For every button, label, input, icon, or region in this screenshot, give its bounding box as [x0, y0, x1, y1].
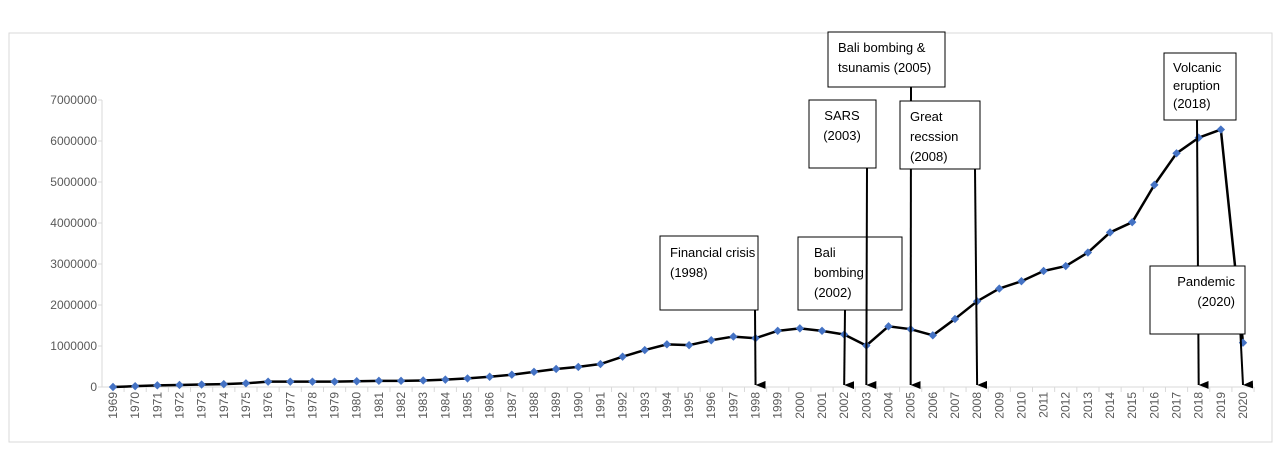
- x-tick-label: 2018: [1192, 392, 1206, 419]
- x-tick-label: 1999: [771, 392, 785, 419]
- annotation-text-pandemic: Pandemic: [1177, 274, 1235, 289]
- annotation-text-financial: Financial crisis: [670, 245, 756, 260]
- x-tick-label: 1972: [172, 392, 186, 419]
- x-tick-label: 2016: [1147, 392, 1161, 419]
- annotation-text-volcanic: (2018): [1173, 96, 1211, 111]
- x-tick-label: 2010: [1014, 392, 1028, 419]
- x-tick-label: 1993: [638, 392, 652, 419]
- x-tick-label: 2000: [793, 392, 807, 419]
- x-tick-label: 2017: [1170, 392, 1184, 419]
- x-tick-label: 1996: [704, 392, 718, 419]
- x-tick-label: 2014: [1103, 392, 1117, 419]
- y-tick-label: 2000000: [50, 298, 97, 312]
- annotation-text-financial: (1998): [670, 265, 708, 280]
- x-tick-label: 2001: [815, 392, 829, 419]
- x-tick-label: 1986: [483, 392, 497, 419]
- x-tick-label: 1988: [527, 392, 541, 419]
- annotation-text-bali2005: tsunamis (2005): [838, 60, 931, 75]
- x-tick-label: 1979: [328, 392, 342, 419]
- x-tick-label: 2011: [1037, 392, 1051, 418]
- x-tick-label: 2008: [970, 392, 984, 419]
- x-tick-label: 1980: [350, 392, 364, 419]
- annotation-text-bali2002: (2002): [814, 285, 852, 300]
- x-tick-label: 1973: [195, 392, 209, 419]
- y-tick-label: 7000000: [50, 93, 97, 107]
- y-tick-label: 6000000: [50, 134, 97, 148]
- annotation-text-recession: recssion: [910, 129, 958, 144]
- x-tick-label: 1991: [593, 392, 607, 419]
- y-tick-label: 3000000: [50, 257, 97, 271]
- annotation-text-recession: (2008): [910, 149, 948, 164]
- annotation-text-bali2002: Bali: [814, 245, 836, 260]
- x-tick-label: 2003: [859, 392, 873, 419]
- annotation-text-pandemic: (2020): [1197, 294, 1235, 309]
- x-tick-label: 2004: [881, 392, 895, 419]
- x-tick-label: 1995: [682, 392, 696, 419]
- annotation-arrow-sars: [866, 168, 867, 385]
- y-tick-label: 0: [90, 380, 97, 394]
- x-tick-label: 1981: [372, 392, 386, 419]
- annotation-text-volcanic: eruption: [1173, 78, 1220, 93]
- x-tick-label: 1982: [394, 392, 408, 419]
- x-tick-label: 1997: [726, 392, 740, 419]
- x-tick-label: 1989: [549, 392, 563, 419]
- annotation-arrow-financial: [755, 310, 756, 385]
- x-tick-label: 2013: [1081, 392, 1095, 419]
- x-tick-label: 1990: [571, 392, 585, 419]
- x-tick-label: 1983: [416, 392, 430, 419]
- annotation-arrow-bali2002: [844, 310, 845, 385]
- y-tick-label: 5000000: [50, 175, 97, 189]
- x-tick-label: 1974: [217, 392, 231, 419]
- annotation-text-bali2005: Bali bombing &: [838, 40, 926, 55]
- x-tick-label: 2015: [1125, 392, 1139, 419]
- x-tick-label: 2005: [904, 392, 918, 419]
- x-tick-label: 2007: [948, 392, 962, 419]
- x-tick-label: 1969: [106, 392, 120, 419]
- x-tick-label: 1977: [283, 392, 297, 419]
- x-tick-label: 1976: [261, 392, 275, 419]
- x-tick-label: 2009: [992, 392, 1006, 419]
- x-tick-label: 1970: [128, 392, 142, 419]
- annotation-text-recession: Great: [910, 109, 943, 124]
- y-tick-label: 1000000: [50, 339, 97, 353]
- y-tick-label: 4000000: [50, 216, 97, 230]
- x-tick-label: 1998: [749, 392, 763, 419]
- annotation-text-sars: (2003): [823, 128, 861, 143]
- x-tick-label: 1994: [660, 392, 674, 419]
- annotation-text-volcanic: Volcanic: [1173, 60, 1222, 75]
- x-tick-label: 1985: [461, 392, 475, 419]
- x-tick-label: 2012: [1059, 392, 1073, 419]
- annotation-text-sars: SARS: [824, 108, 860, 123]
- x-tick-label: 1984: [438, 392, 452, 419]
- chart-area-border: [9, 33, 1272, 442]
- x-tick-label: 2006: [926, 392, 940, 419]
- x-tick-label: 1978: [305, 392, 319, 419]
- x-tick-label: 1975: [239, 392, 253, 419]
- annotation-text-bali2002: bombing: [814, 265, 864, 280]
- x-tick-label: 1987: [505, 392, 519, 419]
- x-tick-label: 2002: [837, 392, 851, 419]
- x-tick-label: 2020: [1236, 392, 1250, 419]
- x-tick-label: 2019: [1214, 392, 1228, 419]
- x-tick-label: 1992: [616, 392, 630, 419]
- x-tick-label: 1971: [150, 392, 164, 419]
